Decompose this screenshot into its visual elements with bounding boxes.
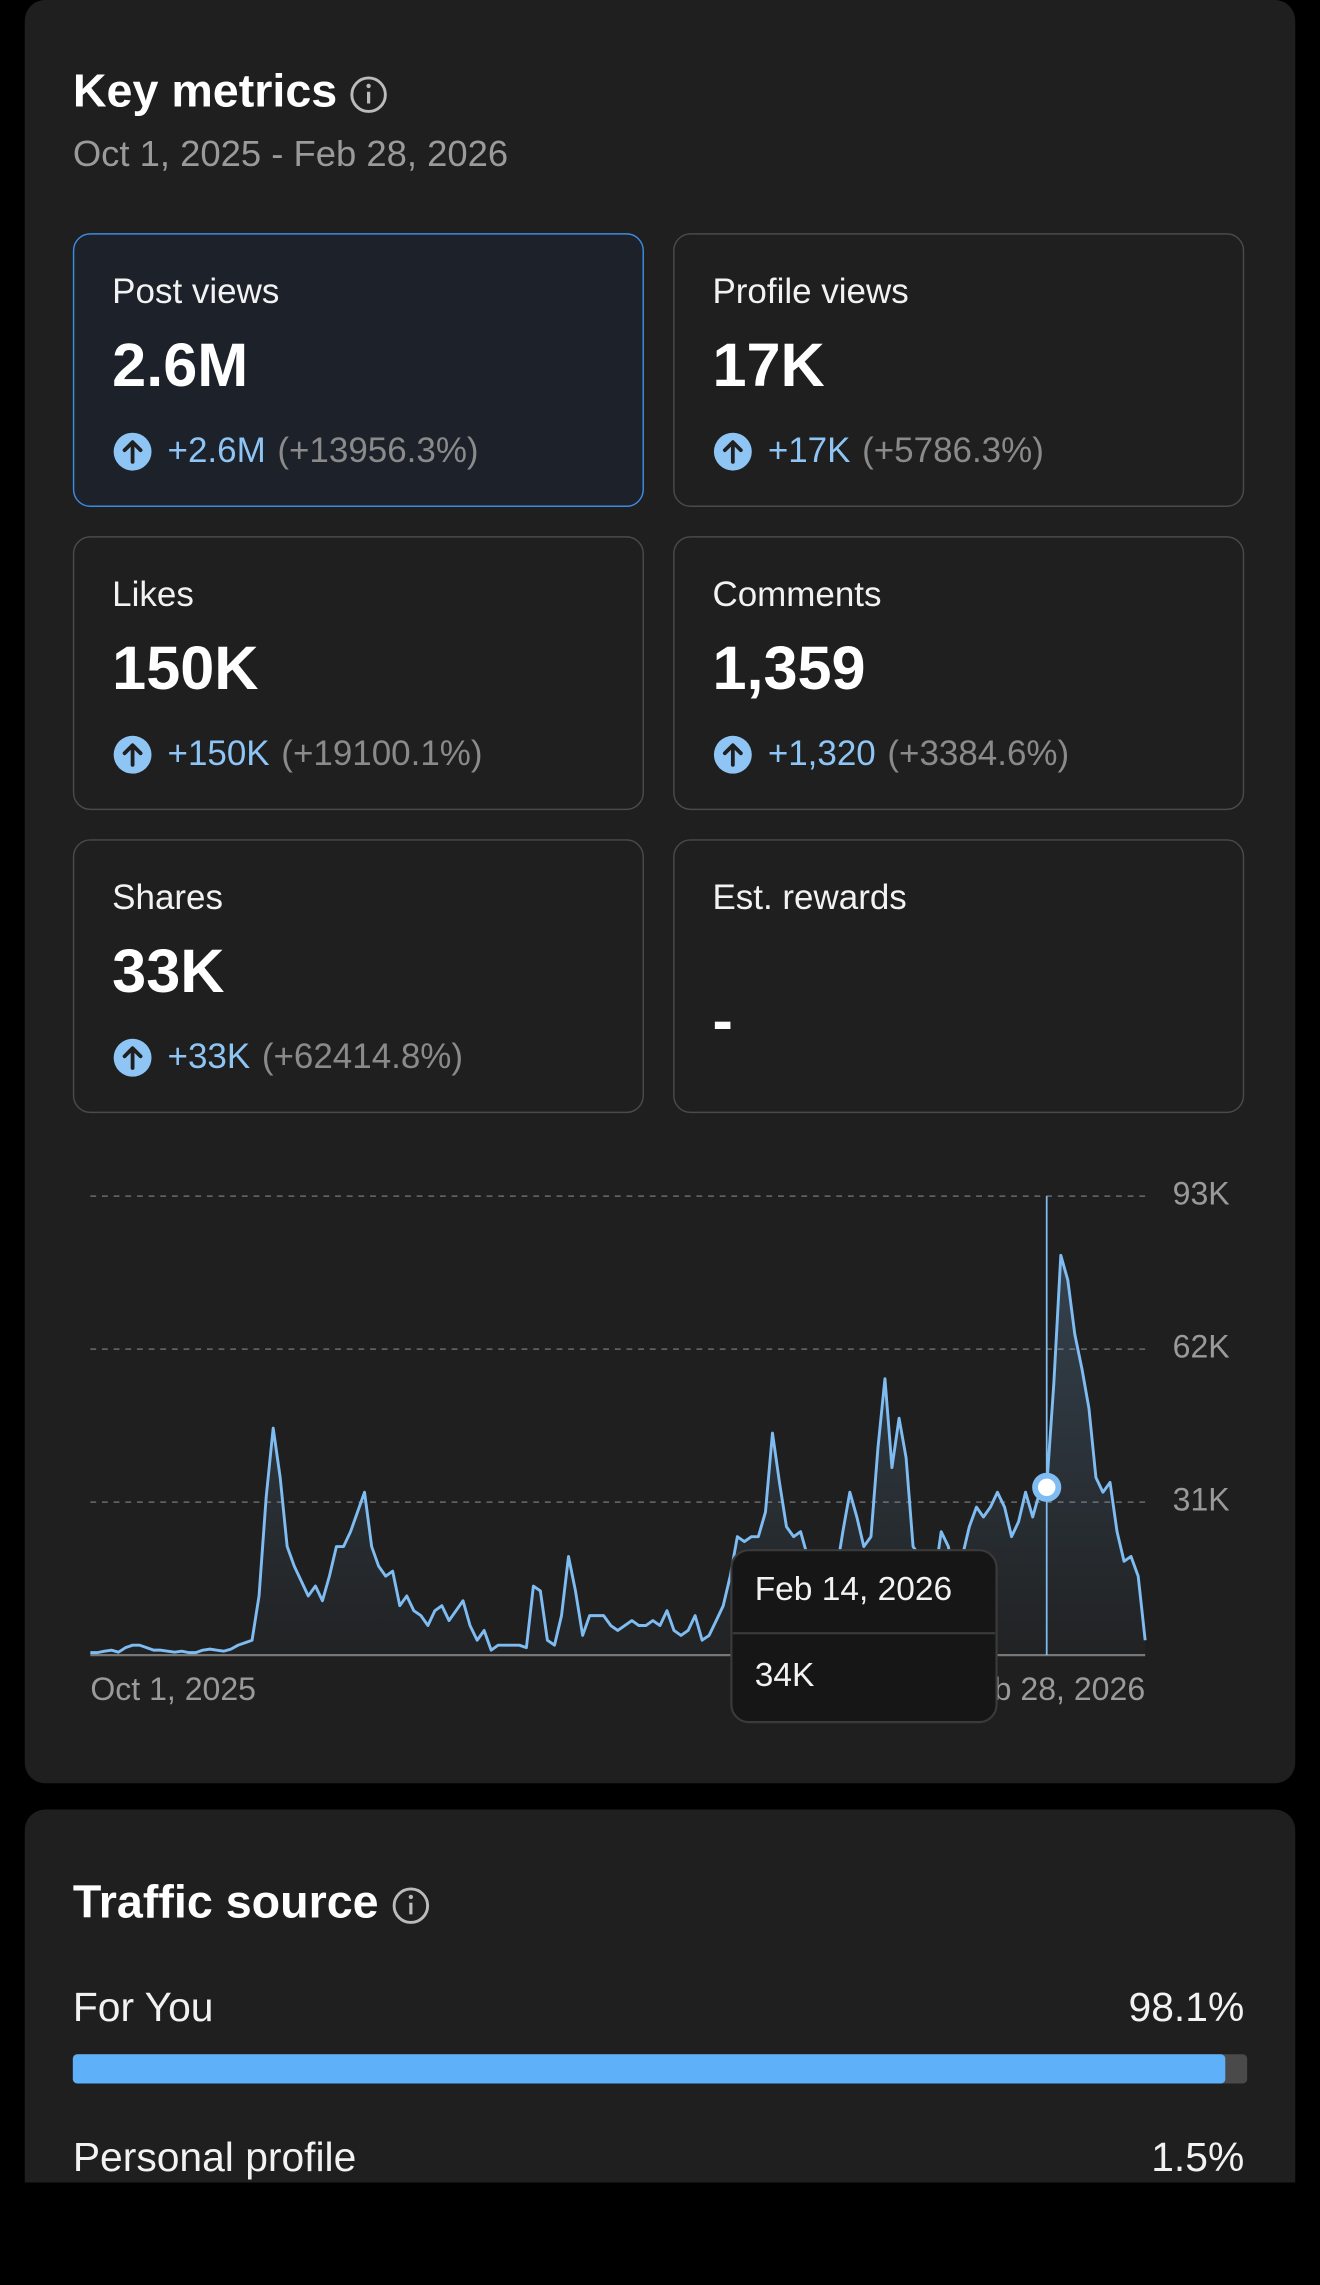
- up-icon: [113, 1038, 152, 1077]
- metric-label: Shares: [112, 878, 223, 918]
- change-value: +33K: [167, 1037, 251, 1077]
- metric-change: +2.6M (+13956.3%): [112, 431, 479, 472]
- change-percent: (+19100.1%): [281, 734, 483, 774]
- metric-label: Profile views: [712, 272, 909, 312]
- icon-arrow: [122, 440, 143, 464]
- icon-arrow: [122, 743, 143, 767]
- icon-arrow: [722, 743, 743, 767]
- title-text: Key metrics: [72, 64, 338, 117]
- metric-value: -: [712, 986, 733, 1055]
- icon-arrow: [722, 440, 743, 464]
- metric-label: Comments: [712, 575, 882, 615]
- info-icon[interactable]: [349, 74, 390, 115]
- change-percent: (+5786.3%): [862, 431, 1044, 471]
- metric-tile[interactable]: Likes 150K +150K (+19100.1%): [72, 536, 644, 811]
- source-label: For You: [72, 1984, 214, 2030]
- metric-value: 2.6M: [112, 330, 249, 400]
- metric-tile[interactable]: Profile views 17K +17K (+5786.3%): [673, 233, 1245, 508]
- change-value: +1,320: [767, 734, 876, 774]
- metric-label: Est. rewards: [712, 878, 907, 918]
- change-percent: (+13956.3%): [277, 431, 479, 471]
- metric-label: Likes: [112, 575, 194, 615]
- change-value: +150K: [167, 734, 270, 774]
- info-icon[interactable]: [390, 1885, 431, 1926]
- source-share: 1.5%: [1151, 2134, 1245, 2180]
- key-metrics-card: Key metrics Oct 1, 2025 - Feb 28, 2026 P…: [24, 0, 1296, 1784]
- change-value: +2.6M: [167, 431, 266, 471]
- change-percent: (+3384.6%): [887, 734, 1070, 774]
- change-value: +17K: [767, 431, 851, 471]
- date-range: Oct 1, 2025 - Feb 28, 2026: [72, 134, 509, 175]
- source-share: 98.1%: [1128, 1984, 1245, 2030]
- bar: [72, 2054, 1225, 2084]
- change-percent: (+62414.8%): [261, 1037, 464, 1077]
- up-icon: [713, 735, 752, 774]
- metric-tile[interactable]: Shares 33K +33K (+62414.8%): [72, 839, 644, 1114]
- metric-value: 150K: [112, 633, 259, 703]
- section-title: Traffic source: [73, 1875, 431, 1929]
- metric-change: +1,320 (+3384.6%): [712, 734, 1069, 775]
- metric-tile[interactable]: Comments 1,359 +1,320 (+3384.6%): [673, 536, 1245, 811]
- traffic-card: Traffic source For You 98.1% Personal prof…: [24, 1809, 1296, 2247]
- up-icon: [113, 432, 152, 471]
- section-title: Key metrics: [73, 64, 390, 118]
- up-icon: [113, 735, 152, 774]
- metric-value: 1,359: [712, 633, 866, 703]
- metric-tile[interactable]: Post views 2.6M +2.6M (+13956.3%): [72, 233, 644, 508]
- metric-change: +150K (+19100.1%): [112, 734, 483, 775]
- icon-arrow: [122, 1046, 143, 1070]
- metric-change: +33K (+62414.8%): [112, 1037, 463, 1078]
- source-label: Personal profile: [72, 2134, 357, 2180]
- title-text: Traffic source: [72, 1875, 379, 1928]
- bottom-bar: [0, 2182, 1320, 2285]
- metric-tile[interactable]: Est. rewards -: [673, 839, 1245, 1114]
- metric-value: 33K: [112, 936, 225, 1006]
- metric-label: Post views: [112, 272, 280, 312]
- up-icon: [713, 432, 752, 471]
- metric-value: 17K: [712, 330, 825, 400]
- metric-change: +17K (+5786.3%): [712, 431, 1044, 472]
